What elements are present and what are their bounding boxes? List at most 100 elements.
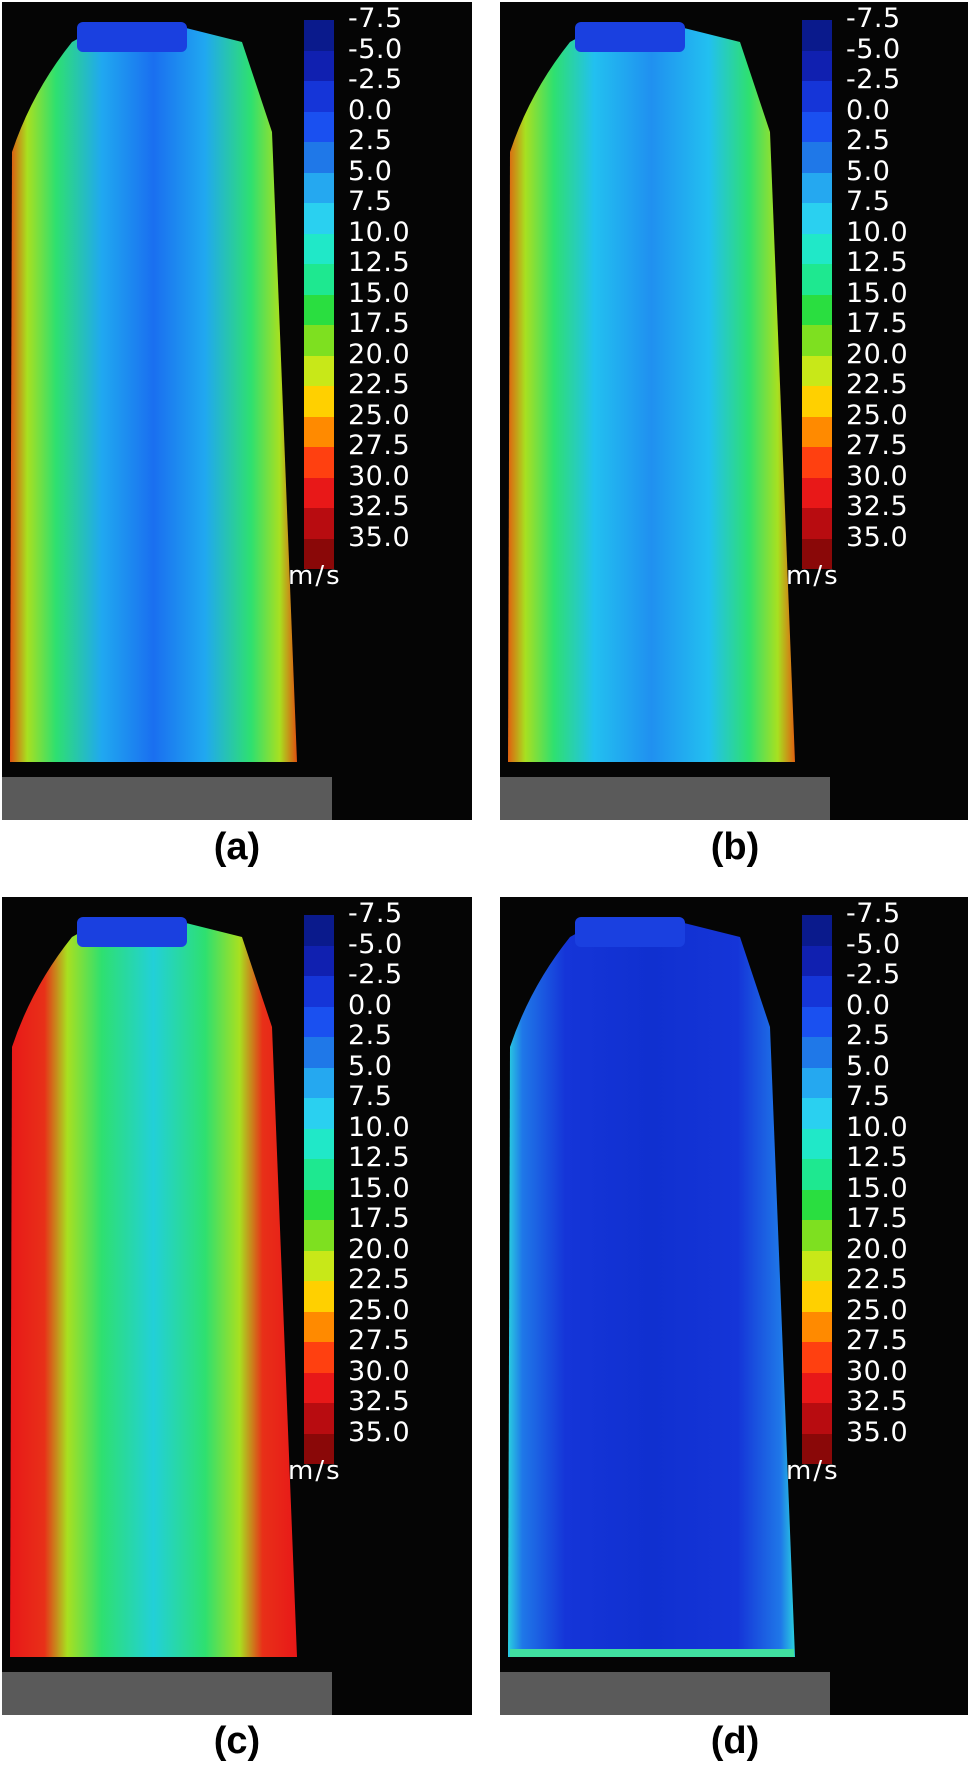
colorbar-tick-label: 35.0 [846,521,909,553]
colorbar-swatch [802,386,832,417]
colorbar-swatch [802,111,832,142]
colorbar-tick-label: 30.0 [348,460,411,492]
colorbar-swatch [802,1281,832,1312]
colorbar-swatch [304,915,334,946]
colorbar-tick-label: 5.0 [846,1050,891,1082]
colorbar-swatch [304,264,334,295]
colorbar-swatch [802,1250,832,1281]
velocity-field-d [500,897,968,1715]
colorbar-swatch [802,1220,832,1251]
colorbar-swatch [304,1159,334,1190]
colorbar-tick-label: 5.0 [846,155,891,187]
colorbar-tick-label: 5.0 [348,1050,393,1082]
colorbar-tick-label: 17.5 [846,308,909,339]
colorbar-tick-label: 10.0 [846,1111,909,1143]
colorbar-swatch [304,508,334,539]
colorbar-tick-label: 15.0 [846,277,909,309]
colorbar-tick-label: 30.0 [846,1355,909,1387]
colorbar-tick-label: 25.0 [846,399,909,431]
colorbar-tick-label: 0.0 [846,94,891,126]
colorbar-tick-label: 22.5 [846,1264,909,1295]
colorbar-tick-label: 35.0 [846,1416,909,1448]
colorbar-swatch [304,142,334,173]
spray-plume [10,917,297,1657]
colorbar-tick-label: 2.5 [348,1020,393,1051]
colorbar-swatch [304,1433,334,1464]
colorbar-tick-label: 10.0 [348,1111,411,1143]
velocity-field-c [2,897,472,1715]
colorbar-tick-label: -7.5 [846,898,901,929]
colorbar-swatch [802,355,832,386]
colorbar-swatch [304,1098,334,1129]
colorbar-swatch [304,81,334,112]
colorbar-swatch [802,325,832,356]
colorbar-tick-label: 20.0 [846,338,909,370]
colorbar-swatch [802,50,832,81]
colorbar-tick-label: 20.0 [348,1233,411,1265]
colorbar-swatch [802,945,832,976]
colorbar-swatch [304,1403,334,1434]
colorbar-swatch [802,20,832,51]
colorbar-swatch [802,1372,832,1403]
colorbar-swatch [304,945,334,976]
colorbar-tick-label: 0.0 [348,94,393,126]
colorbar-tick-label: -5.0 [348,928,403,960]
colorbar-tick-label: 22.5 [846,369,909,400]
colorbar-swatch [802,1311,832,1342]
chamber-base [500,777,830,820]
colorbar-swatch [304,172,334,203]
colorbar-swatch [304,477,334,508]
colorbar-tick-label: 20.0 [846,1233,909,1265]
colorbar-swatch [304,976,334,1007]
panel-a: -7.5 -5.0 -2.5 0.0 2.5 5.0 7.5 10.0 12.5 15.0 17.5… [2,2,472,820]
colorbar-swatch [802,142,832,173]
colorbar-swatch [304,294,334,325]
colorbar-swatch [304,233,334,264]
colorbar-swatch [802,1189,832,1220]
colorbar-tick-label: 15.0 [846,1172,909,1204]
colorbar-swatch [802,915,832,946]
colorbar-tick-label: 30.0 [348,1355,411,1387]
colorbar-swatch [304,111,334,142]
colorbar-tick-label: 12.5 [846,1142,909,1173]
colorbar-tick-label: 17.5 [348,308,411,339]
colorbar-tick-label: 25.0 [348,1294,411,1326]
colorbar-swatch [304,1189,334,1220]
colorbar-tick-label: 25.0 [348,399,411,431]
panel-d: -7.5 -5.0 -2.5 0.0 2.5 5.0 7.5 10.0 12.5 15.0 17.5… [500,897,968,1715]
colorbar-swatch [304,1128,334,1159]
colorbar-swatch [802,1403,832,1434]
colorbar-swatch [304,1037,334,1068]
colorbar-tick-label: 12.5 [348,1142,411,1173]
colorbar-tick-label: 7.5 [348,1081,393,1112]
colorbar-tick-label: 7.5 [846,186,891,217]
colorbar-unit-label: m/s [288,1456,342,1486]
colorbar-tick-label: 27.5 [348,430,411,461]
chamber-base [500,1672,830,1715]
colorbar-swatch [304,325,334,356]
colorbar-unit-label: m/s [786,1456,840,1486]
chamber-base [2,1672,332,1715]
colorbar-swatch [304,1067,334,1098]
colorbar-swatch [304,416,334,447]
colorbar-unit-label: m/s [288,561,342,591]
colorbar-unit-label: m/s [786,561,840,591]
colorbar-swatch [802,1433,832,1464]
colorbar-tick-label: 20.0 [348,338,411,370]
colorbar-swatch [304,1006,334,1037]
caption-a: (a) [213,826,261,868]
colorbar-tick-label: 7.5 [348,186,393,217]
colorbar-tick-label: -5.0 [846,928,901,960]
colorbar-tick-label: 7.5 [846,1081,891,1112]
base-edge [510,1649,794,1657]
colorbar-swatch [304,386,334,417]
colorbar-tick-label: 10.0 [348,216,411,248]
colorbar-swatch [802,172,832,203]
caption-b: (b) [710,826,760,868]
colorbar-tick-label: 5.0 [348,155,393,187]
velocity-field-a [2,2,472,820]
colorbar-tick-label: 27.5 [846,1325,909,1356]
colorbar-tick-label: 32.5 [846,1386,909,1417]
colorbar-tick-label: -2.5 [846,64,901,95]
colorbar-swatch [802,1037,832,1068]
